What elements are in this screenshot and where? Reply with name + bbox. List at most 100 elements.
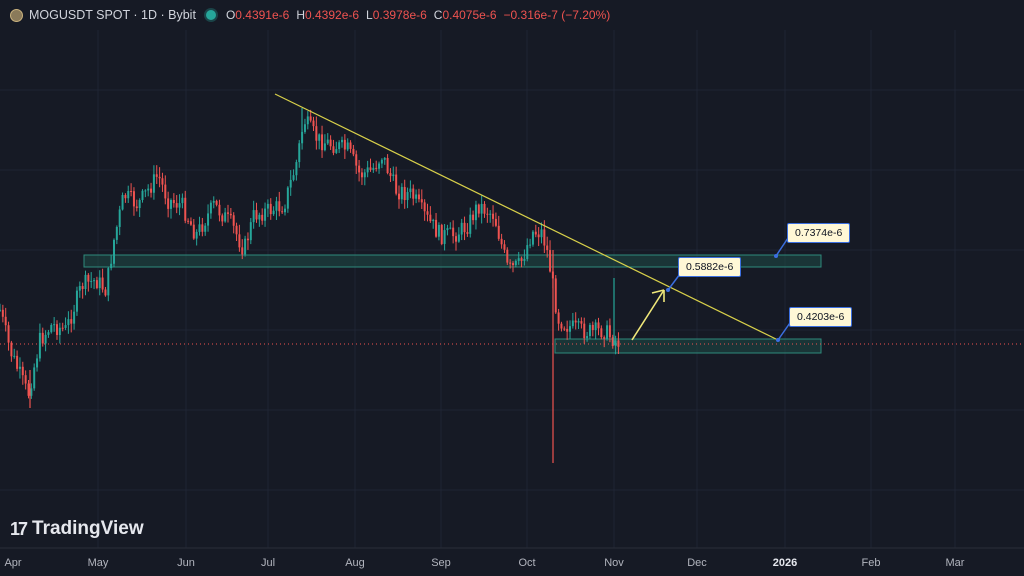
candle-body [349, 142, 352, 149]
candle-body [466, 232, 469, 234]
candle-body [252, 210, 255, 223]
candle-body [489, 213, 492, 215]
candle-body [61, 327, 64, 329]
callout-anchor [666, 288, 670, 292]
resistance-price-callout[interactable]: 0.7374e-6 [787, 223, 851, 243]
candle-body [207, 213, 210, 226]
candle-body [275, 201, 278, 211]
candle-body [195, 231, 198, 239]
candle-body [611, 337, 614, 347]
candle-body [617, 340, 620, 347]
support-price-callout[interactable]: 0.4203e-6 [789, 307, 853, 327]
ohlc-close: C0.4075e-6 [433, 8, 497, 22]
candle-body [358, 165, 361, 173]
candle-body [591, 324, 594, 331]
candle-body [309, 116, 312, 121]
candle-body [606, 325, 609, 339]
candle-body [569, 326, 571, 332]
candle-body [389, 173, 392, 177]
candle-body [266, 203, 269, 209]
candle-body [81, 286, 84, 290]
candle-body [369, 167, 372, 170]
x-axis-tick-label: 2026 [773, 557, 797, 569]
candle-body [90, 280, 93, 282]
candle-body [426, 211, 429, 215]
symbol-title[interactable]: MOGUSDT SPOT · 1D · Bybit [29, 8, 196, 22]
candle-body [64, 325, 67, 328]
candle-body [492, 213, 495, 219]
x-axis-tick-label: Jul [261, 557, 275, 569]
candle-body [121, 194, 124, 210]
tradingview-logo-text: TradingView [32, 518, 144, 539]
candle-body [264, 208, 267, 221]
candle-body [170, 199, 172, 209]
candle-body [110, 263, 113, 269]
candle-body [517, 258, 520, 261]
candle-body [600, 328, 603, 338]
candle-body [130, 190, 133, 192]
candle-body [366, 167, 369, 173]
ohlc-values: O0.4391e-6 H0.4392e-6 L0.3978e-6 C0.4075… [226, 8, 610, 22]
candle-body [87, 274, 90, 282]
candle-body [360, 172, 363, 178]
candle-body [318, 134, 321, 141]
candle-body [144, 190, 147, 192]
candle-body [10, 342, 13, 357]
candle-body [412, 188, 415, 199]
target-price-callout[interactable]: 0.5882e-6 [678, 257, 742, 277]
candle-body [301, 131, 304, 144]
candle-body [281, 211, 284, 213]
candle-body [529, 244, 532, 246]
candle-body [446, 228, 449, 231]
candle-body [56, 324, 58, 335]
candle-body [189, 221, 192, 225]
candle-body [150, 188, 153, 193]
candle-body [460, 222, 463, 235]
candle-body [38, 332, 41, 359]
candle-body [167, 198, 170, 209]
candle-body [463, 222, 466, 233]
candle-body [95, 280, 98, 289]
descending-trendline [274, 93, 779, 341]
tradingview-logo: 17 TradingView [10, 518, 144, 540]
candle-body [603, 337, 606, 339]
candle-body [483, 203, 486, 214]
candle-body [227, 212, 229, 214]
candle-body [218, 204, 221, 216]
candle-body [24, 375, 27, 384]
candle-body [16, 355, 19, 369]
candle-body [372, 167, 375, 170]
candle-body [574, 320, 577, 323]
candle-body [614, 340, 617, 347]
candle-body [440, 224, 443, 244]
candle-body [36, 358, 39, 368]
candle-body [192, 224, 195, 239]
candle-body [526, 245, 529, 260]
candle-body [50, 324, 53, 333]
candle-body [395, 174, 398, 194]
candle-body [47, 332, 50, 335]
candle-body [107, 268, 110, 296]
candle-body [580, 321, 583, 324]
candle-body [269, 203, 272, 215]
candle-body [201, 224, 204, 232]
candle-body [512, 263, 514, 266]
projection-arrow [631, 289, 665, 341]
candle-body [249, 222, 252, 241]
candle-body [261, 214, 264, 221]
x-axis-tick-label: Apr [4, 557, 21, 569]
candle-body [583, 323, 586, 339]
candle-body [554, 278, 557, 313]
candle-body [577, 321, 580, 323]
candle-body [181, 197, 184, 204]
candle-body [158, 176, 161, 179]
candle-body [329, 139, 332, 147]
candle-body [18, 366, 21, 369]
candle-body [437, 224, 440, 237]
candle-body [520, 258, 523, 261]
candle-body [435, 219, 438, 237]
candle-body [303, 124, 306, 132]
candle-body [417, 194, 420, 200]
